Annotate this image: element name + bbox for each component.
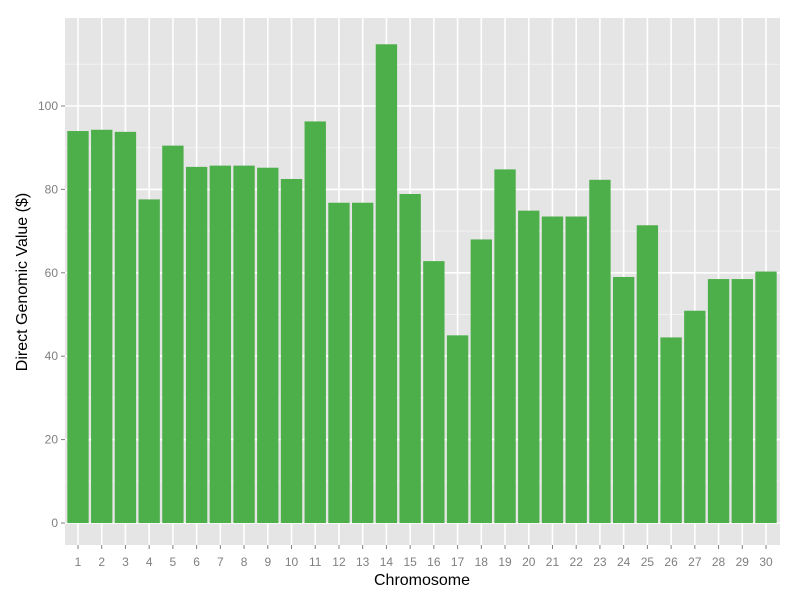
bar-series: [67, 44, 777, 524]
bar-chromosome-22: [565, 216, 587, 523]
bar-chromosome-26: [660, 337, 682, 523]
x-tick-label: 30: [759, 555, 773, 569]
x-tick-label: 17: [451, 555, 465, 569]
x-tick-label: 7: [217, 555, 224, 569]
bar-chromosome-8: [233, 165, 255, 524]
x-tick-label: 15: [403, 555, 417, 569]
bar-chromosome-24: [612, 276, 635, 523]
bar-chromosome-29: [731, 279, 753, 523]
x-tick-label: 8: [241, 555, 248, 569]
x-tick-label: 25: [641, 555, 655, 569]
x-tick-label: 24: [617, 555, 631, 569]
y-tick-label: 80: [45, 182, 59, 196]
bar-chromosome-4: [138, 199, 160, 523]
x-axis-title: Chromosome: [374, 572, 470, 589]
bar-chromosome-1: [67, 131, 89, 523]
x-axis-ticks: 1 2 3 4 5 6 7 8 9 10 11 12 13 14 15 16 17 18 19 20 21 22 23 24 2…: [75, 545, 773, 569]
x-tick-label: 27: [688, 555, 702, 569]
x-tick-label: 19: [498, 555, 512, 569]
y-tick-label: 100: [38, 99, 58, 113]
x-tick-label: 16: [427, 555, 441, 569]
x-tick-label: 9: [264, 555, 271, 569]
x-tick-label: 21: [546, 555, 560, 569]
bar-chromosome-9: [257, 167, 279, 523]
x-tick-label: 14: [380, 555, 394, 569]
bar-chromosome-13: [352, 202, 374, 523]
bar-chromosome-25: [636, 225, 659, 523]
x-tick-label: 28: [712, 555, 726, 569]
grid-minor-lines: [65, 63, 780, 482]
y-axis-title: Direct Genomic Value ($): [14, 193, 31, 371]
x-tick-label: 22: [570, 555, 584, 569]
bar-chromosome-21: [541, 216, 564, 523]
x-tick-label: 13: [356, 555, 370, 569]
bar-chromosome-18: [470, 239, 492, 523]
y-tick-label: 0: [51, 516, 58, 530]
bar-chromosome-17: [446, 335, 469, 523]
bar-chromosome-6: [185, 166, 208, 523]
x-tick-label: 10: [285, 555, 299, 569]
bar-chromosome-20: [518, 210, 540, 524]
y-tick-label: 20: [45, 433, 59, 447]
y-axis-ticks: 0 20 40 60 80 100: [38, 99, 65, 530]
bar-chromosome-5: [162, 145, 184, 524]
y-tick-label: 40: [45, 349, 59, 363]
x-tick-label: 23: [593, 555, 607, 569]
x-tick-label: 6: [193, 555, 200, 569]
bar-chromosome-19: [494, 169, 516, 523]
bar-chromosome-3: [114, 131, 137, 523]
x-tick-label: 12: [332, 555, 346, 569]
bar-chromosome-23: [589, 179, 611, 523]
x-tick-label: 20: [522, 555, 536, 569]
bar-chromosome-12: [328, 202, 350, 523]
x-tick-label: 2: [98, 555, 105, 569]
x-tick-label: 18: [475, 555, 489, 569]
y-tick-label: 60: [45, 266, 59, 280]
x-tick-label: 3: [122, 555, 129, 569]
bar-chromosome-7: [209, 165, 232, 524]
x-tick-label: 1: [75, 555, 82, 569]
bar-chromosome-27: [684, 310, 706, 523]
bar-chromosome-15: [399, 193, 421, 523]
x-tick-label: 4: [146, 555, 153, 569]
x-tick-label: 11: [309, 555, 322, 569]
bar-chromosome-14: [375, 44, 398, 524]
bar-chromosome-16: [423, 261, 445, 523]
x-tick-label: 29: [736, 555, 750, 569]
bar-chromosome-28: [707, 279, 730, 523]
bar-chromosome-2: [91, 129, 113, 524]
bar-chromosome-30: [755, 271, 777, 523]
bar-chromosome-11: [304, 121, 326, 523]
x-tick-label: 26: [664, 555, 678, 569]
x-tick-label: 5: [170, 555, 177, 569]
bar-chromosome-10: [280, 178, 303, 523]
